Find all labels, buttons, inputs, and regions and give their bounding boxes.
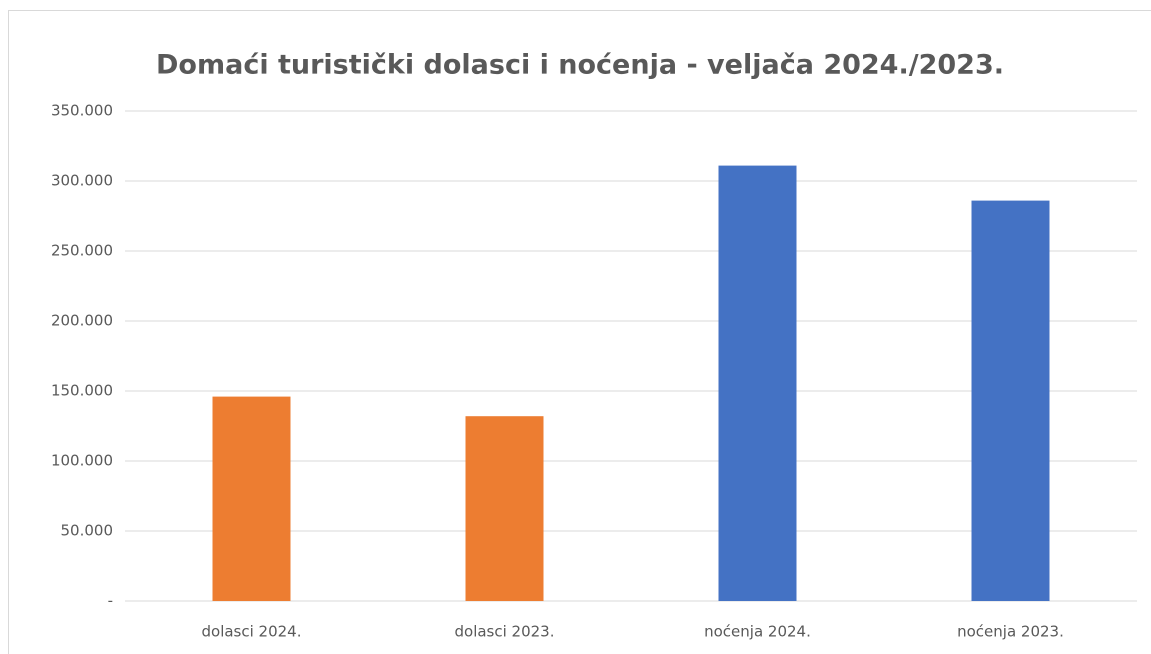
chart-title: Domaći turistički dolasci i noćenja - ve… [156,50,1004,81]
y-tick-label: 200.000 [51,312,113,330]
y-tick-label: 50.000 [61,522,114,540]
x-tick-label: dolasci 2023. [455,623,555,641]
x-tick-label: dolasci 2024. [202,623,302,641]
x-tick-label: noćenja 2023. [957,623,1064,641]
y-tick-label: 150.000 [51,382,113,400]
y-tick-label: 100.000 [51,452,113,470]
y-tick-label: - [108,592,113,610]
bar [212,396,291,601]
bar [465,416,544,601]
y-tick-label: 300.000 [51,172,113,190]
y-tick-label: 250.000 [51,242,113,260]
x-tick-label: noćenja 2024. [704,623,811,641]
bar [971,200,1050,601]
y-tick-label: 350.000 [51,102,113,120]
chart-border [8,10,1151,654]
bar [718,165,797,601]
